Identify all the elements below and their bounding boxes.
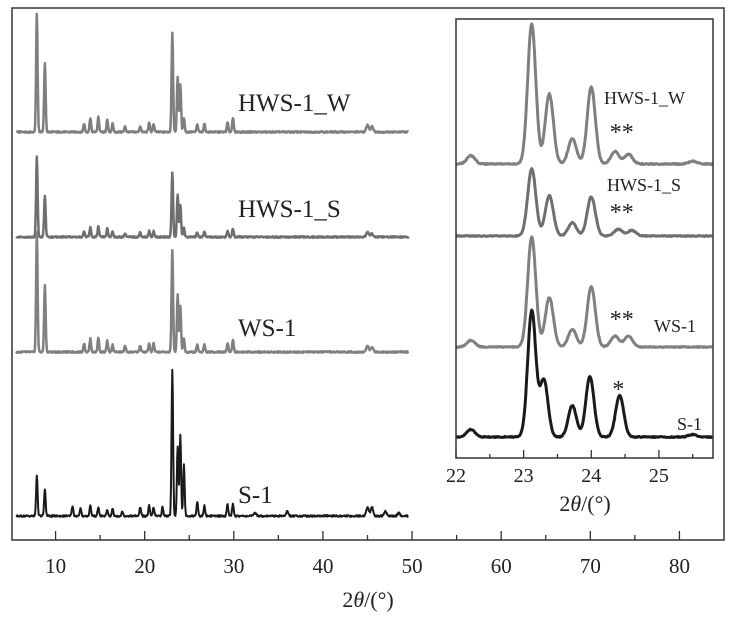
inset-plot-curves <box>455 22 714 439</box>
inset-curve-hws-1-w <box>455 22 714 166</box>
main-plot-curves <box>15 12 410 518</box>
peak-marker-hws-1-s: ** <box>610 200 634 226</box>
inset-label-ws-1: WS-1 <box>654 316 696 336</box>
peak-marker-hws-1-w: ** <box>610 120 634 146</box>
peak-marker-ws-1: ** <box>610 307 634 333</box>
peak-marker-s-1: * <box>612 377 624 403</box>
inset-curve-ws-1 <box>455 235 714 349</box>
inset-x-axis: 22 23 24 25 <box>446 450 694 487</box>
main-x-tick-label: 60 <box>491 554 512 578</box>
inset-x-tick-label: 23 <box>514 465 534 487</box>
main-curve-ws-1 <box>15 230 410 354</box>
main-x-tick-label: 40 <box>312 554 333 578</box>
inset-x-axis-title: 2θ/(°) <box>559 491 610 516</box>
inset-curve-s-1 <box>455 308 714 439</box>
main-x-tick-label: 10 <box>45 554 66 578</box>
series-labels: HWS-1_W HWS-1_S WS-1 S-1 HWS-1_W ** HWS-1_S ** W… <box>238 88 702 509</box>
main-label-hws-1-w: HWS-1_W <box>238 90 351 117</box>
main-x-tick-label: 20 <box>134 554 155 578</box>
inset-label-hws-1-s: HWS-1_S <box>607 175 681 195</box>
main-curve-hws-1-s <box>15 155 410 239</box>
main-x-tick-label: 70 <box>580 554 601 578</box>
main-curve-hws-1-w <box>15 12 410 134</box>
main-x-tick-label: 50 <box>402 554 423 578</box>
inset-x-tick-label: 24 <box>581 465 601 487</box>
main-x-axis: 10 20 30 40 50 60 70 80 <box>45 531 690 578</box>
inset-x-tick-label: 25 <box>649 465 669 487</box>
main-label-hws-1-s: HWS-1_S <box>238 196 341 223</box>
inset-label-hws-1-w: HWS-1_W <box>604 88 685 108</box>
inset-curve-hws-1-s <box>455 167 714 238</box>
main-x-tick-label: 80 <box>669 554 690 578</box>
inset-label-s-1: S-1 <box>677 414 702 434</box>
main-curve-s-1 <box>15 368 410 518</box>
inset-plot-frame <box>455 18 714 459</box>
main-label-s-1: S-1 <box>238 482 273 509</box>
main-x-axis-title: 2θ/(°) <box>342 587 393 612</box>
main-x-tick-label: 30 <box>223 554 244 578</box>
main-label-ws-1: WS-1 <box>238 315 296 342</box>
inset-x-tick-label: 22 <box>446 465 466 487</box>
